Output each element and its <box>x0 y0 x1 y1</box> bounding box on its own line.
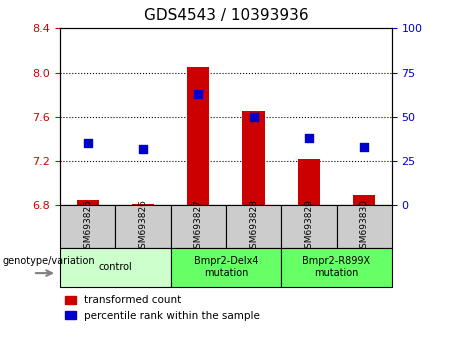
Legend: transformed count, percentile rank within the sample: transformed count, percentile rank withi… <box>65 296 260 321</box>
Text: GSM693826: GSM693826 <box>138 199 148 254</box>
Bar <box>298 159 320 205</box>
Text: GSM693829: GSM693829 <box>304 199 313 254</box>
Text: GSM693825: GSM693825 <box>83 199 92 254</box>
Point <box>139 146 147 152</box>
Bar <box>353 195 375 205</box>
Text: Bmpr2-R899X
mutation: Bmpr2-R899X mutation <box>302 256 371 278</box>
Point <box>195 91 202 97</box>
Point <box>84 141 91 146</box>
Point <box>305 135 313 141</box>
Bar <box>77 200 99 205</box>
Text: genotype/variation: genotype/variation <box>3 256 95 267</box>
Point <box>361 144 368 150</box>
Text: Bmpr2-Delx4
mutation: Bmpr2-Delx4 mutation <box>194 256 258 278</box>
FancyBboxPatch shape <box>115 205 171 248</box>
FancyBboxPatch shape <box>337 205 392 248</box>
Point <box>250 114 257 120</box>
Title: GDS4543 / 10393936: GDS4543 / 10393936 <box>143 8 308 23</box>
Text: GSM693828: GSM693828 <box>249 199 258 254</box>
Text: GSM693830: GSM693830 <box>360 199 369 254</box>
FancyBboxPatch shape <box>281 248 392 287</box>
FancyBboxPatch shape <box>281 205 337 248</box>
FancyBboxPatch shape <box>226 205 281 248</box>
FancyBboxPatch shape <box>171 205 226 248</box>
Text: control: control <box>98 262 132 272</box>
Bar <box>187 67 209 205</box>
FancyBboxPatch shape <box>171 248 281 287</box>
Text: GSM693827: GSM693827 <box>194 199 203 254</box>
FancyBboxPatch shape <box>60 248 171 287</box>
FancyBboxPatch shape <box>60 205 115 248</box>
Bar <box>242 111 265 205</box>
Bar <box>132 204 154 205</box>
